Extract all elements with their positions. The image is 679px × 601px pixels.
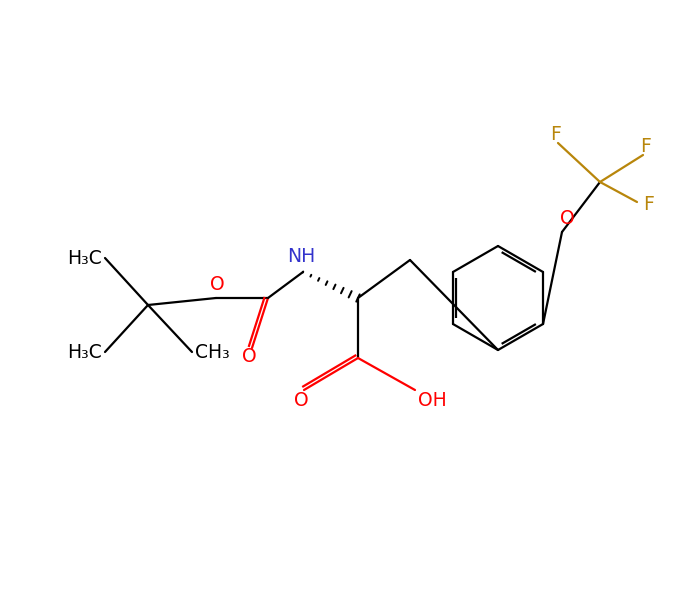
Text: F: F bbox=[551, 124, 562, 144]
Text: F: F bbox=[644, 195, 655, 213]
Text: H₃C: H₃C bbox=[67, 248, 102, 267]
Text: F: F bbox=[640, 136, 651, 156]
Text: O: O bbox=[242, 347, 256, 367]
Text: O: O bbox=[294, 391, 308, 409]
Text: O: O bbox=[559, 209, 574, 228]
Text: OH: OH bbox=[418, 391, 447, 409]
Text: H₃C: H₃C bbox=[67, 343, 102, 361]
Text: NH: NH bbox=[287, 246, 315, 266]
Text: O: O bbox=[210, 275, 224, 293]
Text: CH₃: CH₃ bbox=[195, 343, 230, 361]
